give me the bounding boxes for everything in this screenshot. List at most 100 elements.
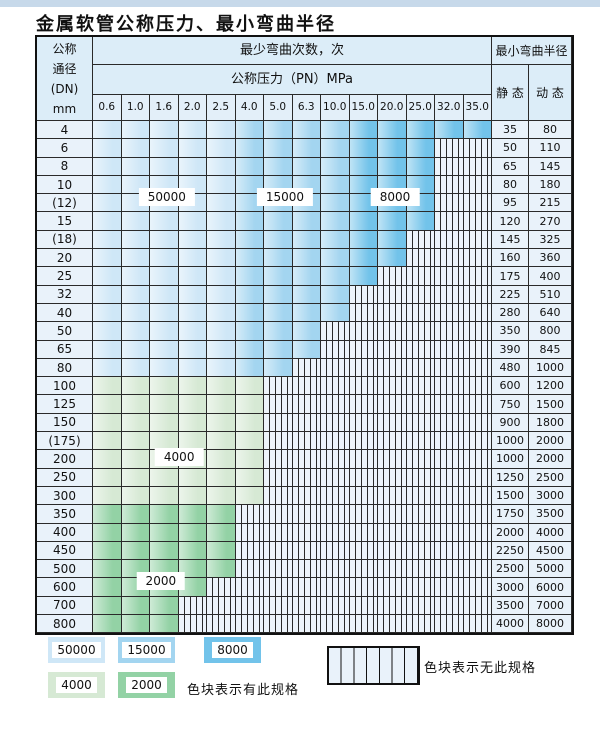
availability-cell: [321, 212, 350, 231]
no-spec-cell: [292, 541, 321, 561]
no-spec-cell: [406, 285, 435, 304]
no-spec-cell: [463, 377, 492, 396]
no-spec-cell: [406, 541, 435, 561]
availability-cell: [264, 267, 293, 286]
availability-cell: [207, 303, 236, 323]
no-spec-cell: [264, 596, 293, 616]
no-spec-cell: [292, 450, 321, 469]
static-header: 静 态: [492, 65, 529, 121]
radius-header: 最小弯曲半径: [492, 37, 572, 65]
availability-cell: [235, 486, 264, 506]
availability-cell: [292, 303, 321, 323]
availability-cell: [406, 212, 435, 231]
no-spec-cell: [235, 560, 264, 579]
dynamic-radius-value: 325: [529, 230, 572, 250]
availability-cell: [93, 450, 122, 469]
dynamic-radius-value: 7000: [529, 596, 572, 616]
legend-swatch-50000: 50000: [48, 637, 105, 663]
dn-label: 500: [37, 560, 93, 579]
dynamic-radius-value: 1200: [529, 377, 572, 396]
no-spec-cell: [463, 560, 492, 579]
availability-cell: [93, 139, 122, 158]
no-spec-cell: [178, 615, 207, 634]
pressure-col-header: 2.0: [178, 95, 207, 121]
no-spec-cell: [378, 322, 407, 341]
no-spec-cell: [321, 541, 350, 561]
no-spec-cell: [235, 578, 264, 597]
no-spec-cell: [406, 486, 435, 506]
availability-cell: [150, 377, 179, 396]
availability-cell: [178, 139, 207, 158]
availability-cell: [349, 139, 378, 158]
availability-cell: [121, 121, 150, 140]
pressure-col-header: 5.0: [264, 95, 293, 121]
cycle-count-label: 50000: [138, 188, 195, 207]
no-spec-cell: [235, 541, 264, 561]
no-spec-cell: [292, 615, 321, 634]
availability-cell: [121, 615, 150, 634]
dynamic-radius-value: 2000: [529, 450, 572, 469]
bend-cycles-header: 最少弯曲次数，次: [93, 37, 492, 65]
dn-label: 4: [37, 121, 93, 140]
no-spec-cell: [378, 578, 407, 597]
availability-cell: [93, 157, 122, 176]
no-spec-cell: [435, 468, 464, 487]
no-spec-cell: [292, 432, 321, 451]
no-spec-cell: [406, 615, 435, 634]
availability-cell: [93, 468, 122, 487]
availability-cell: [207, 486, 236, 506]
no-spec-cell: [378, 413, 407, 433]
no-spec-cell: [349, 523, 378, 542]
availability-cell: [150, 615, 179, 634]
availability-cell: [264, 212, 293, 231]
static-radius-value: 35: [492, 121, 529, 140]
availability-cell: [349, 212, 378, 231]
no-spec-cell: [292, 377, 321, 396]
availability-cell: [292, 322, 321, 341]
availability-cell: [178, 340, 207, 359]
static-radius-value: 50: [492, 139, 529, 158]
dn-label: 40: [37, 303, 93, 323]
availability-cell: [207, 285, 236, 304]
cycle-count-label: 2000: [136, 572, 186, 591]
availability-cell: [378, 230, 407, 250]
availability-cell: [235, 303, 264, 323]
pressure-header: 公称压力（PN）MPa: [93, 65, 492, 95]
static-radius-value: 390: [492, 340, 529, 359]
legend-swatch-15000: 15000: [118, 637, 175, 663]
dynamic-radius-value: 845: [529, 340, 572, 359]
no-spec-cell: [292, 486, 321, 506]
availability-cell: [207, 230, 236, 250]
pressure-col-header: 1.6: [150, 95, 179, 121]
availability-cell: [93, 395, 122, 414]
availability-cell: [150, 432, 179, 451]
availability-cell: [207, 157, 236, 176]
availability-cell: [93, 230, 122, 250]
availability-cell: [150, 505, 179, 524]
static-radius-value: 2000: [492, 523, 529, 542]
no-spec-cell: [435, 194, 464, 213]
no-spec-cell: [349, 358, 378, 378]
no-spec-cell: [406, 432, 435, 451]
availability-cell: [378, 212, 407, 231]
no-spec-cell: [463, 615, 492, 634]
dynamic-radius-value: 3000: [529, 486, 572, 506]
availability-cell: [121, 505, 150, 524]
availability-cell: [121, 486, 150, 506]
no-spec-cell: [463, 596, 492, 616]
no-spec-cell: [406, 468, 435, 487]
dn-label: 20: [37, 249, 93, 268]
no-spec-cell: [321, 486, 350, 506]
no-spec-cell: [463, 468, 492, 487]
no-spec-cell: [264, 395, 293, 414]
availability-cell: [150, 340, 179, 359]
no-spec-cell: [406, 249, 435, 268]
availability-cell: [178, 578, 207, 597]
no-spec-cell: [349, 578, 378, 597]
availability-cell: [235, 377, 264, 396]
dynamic-radius-value: 400: [529, 267, 572, 286]
no-spec-cell: [435, 340, 464, 359]
legend-swatch-4000: 4000: [48, 672, 105, 698]
availability-cell: [321, 121, 350, 140]
no-spec-cell: [435, 212, 464, 231]
